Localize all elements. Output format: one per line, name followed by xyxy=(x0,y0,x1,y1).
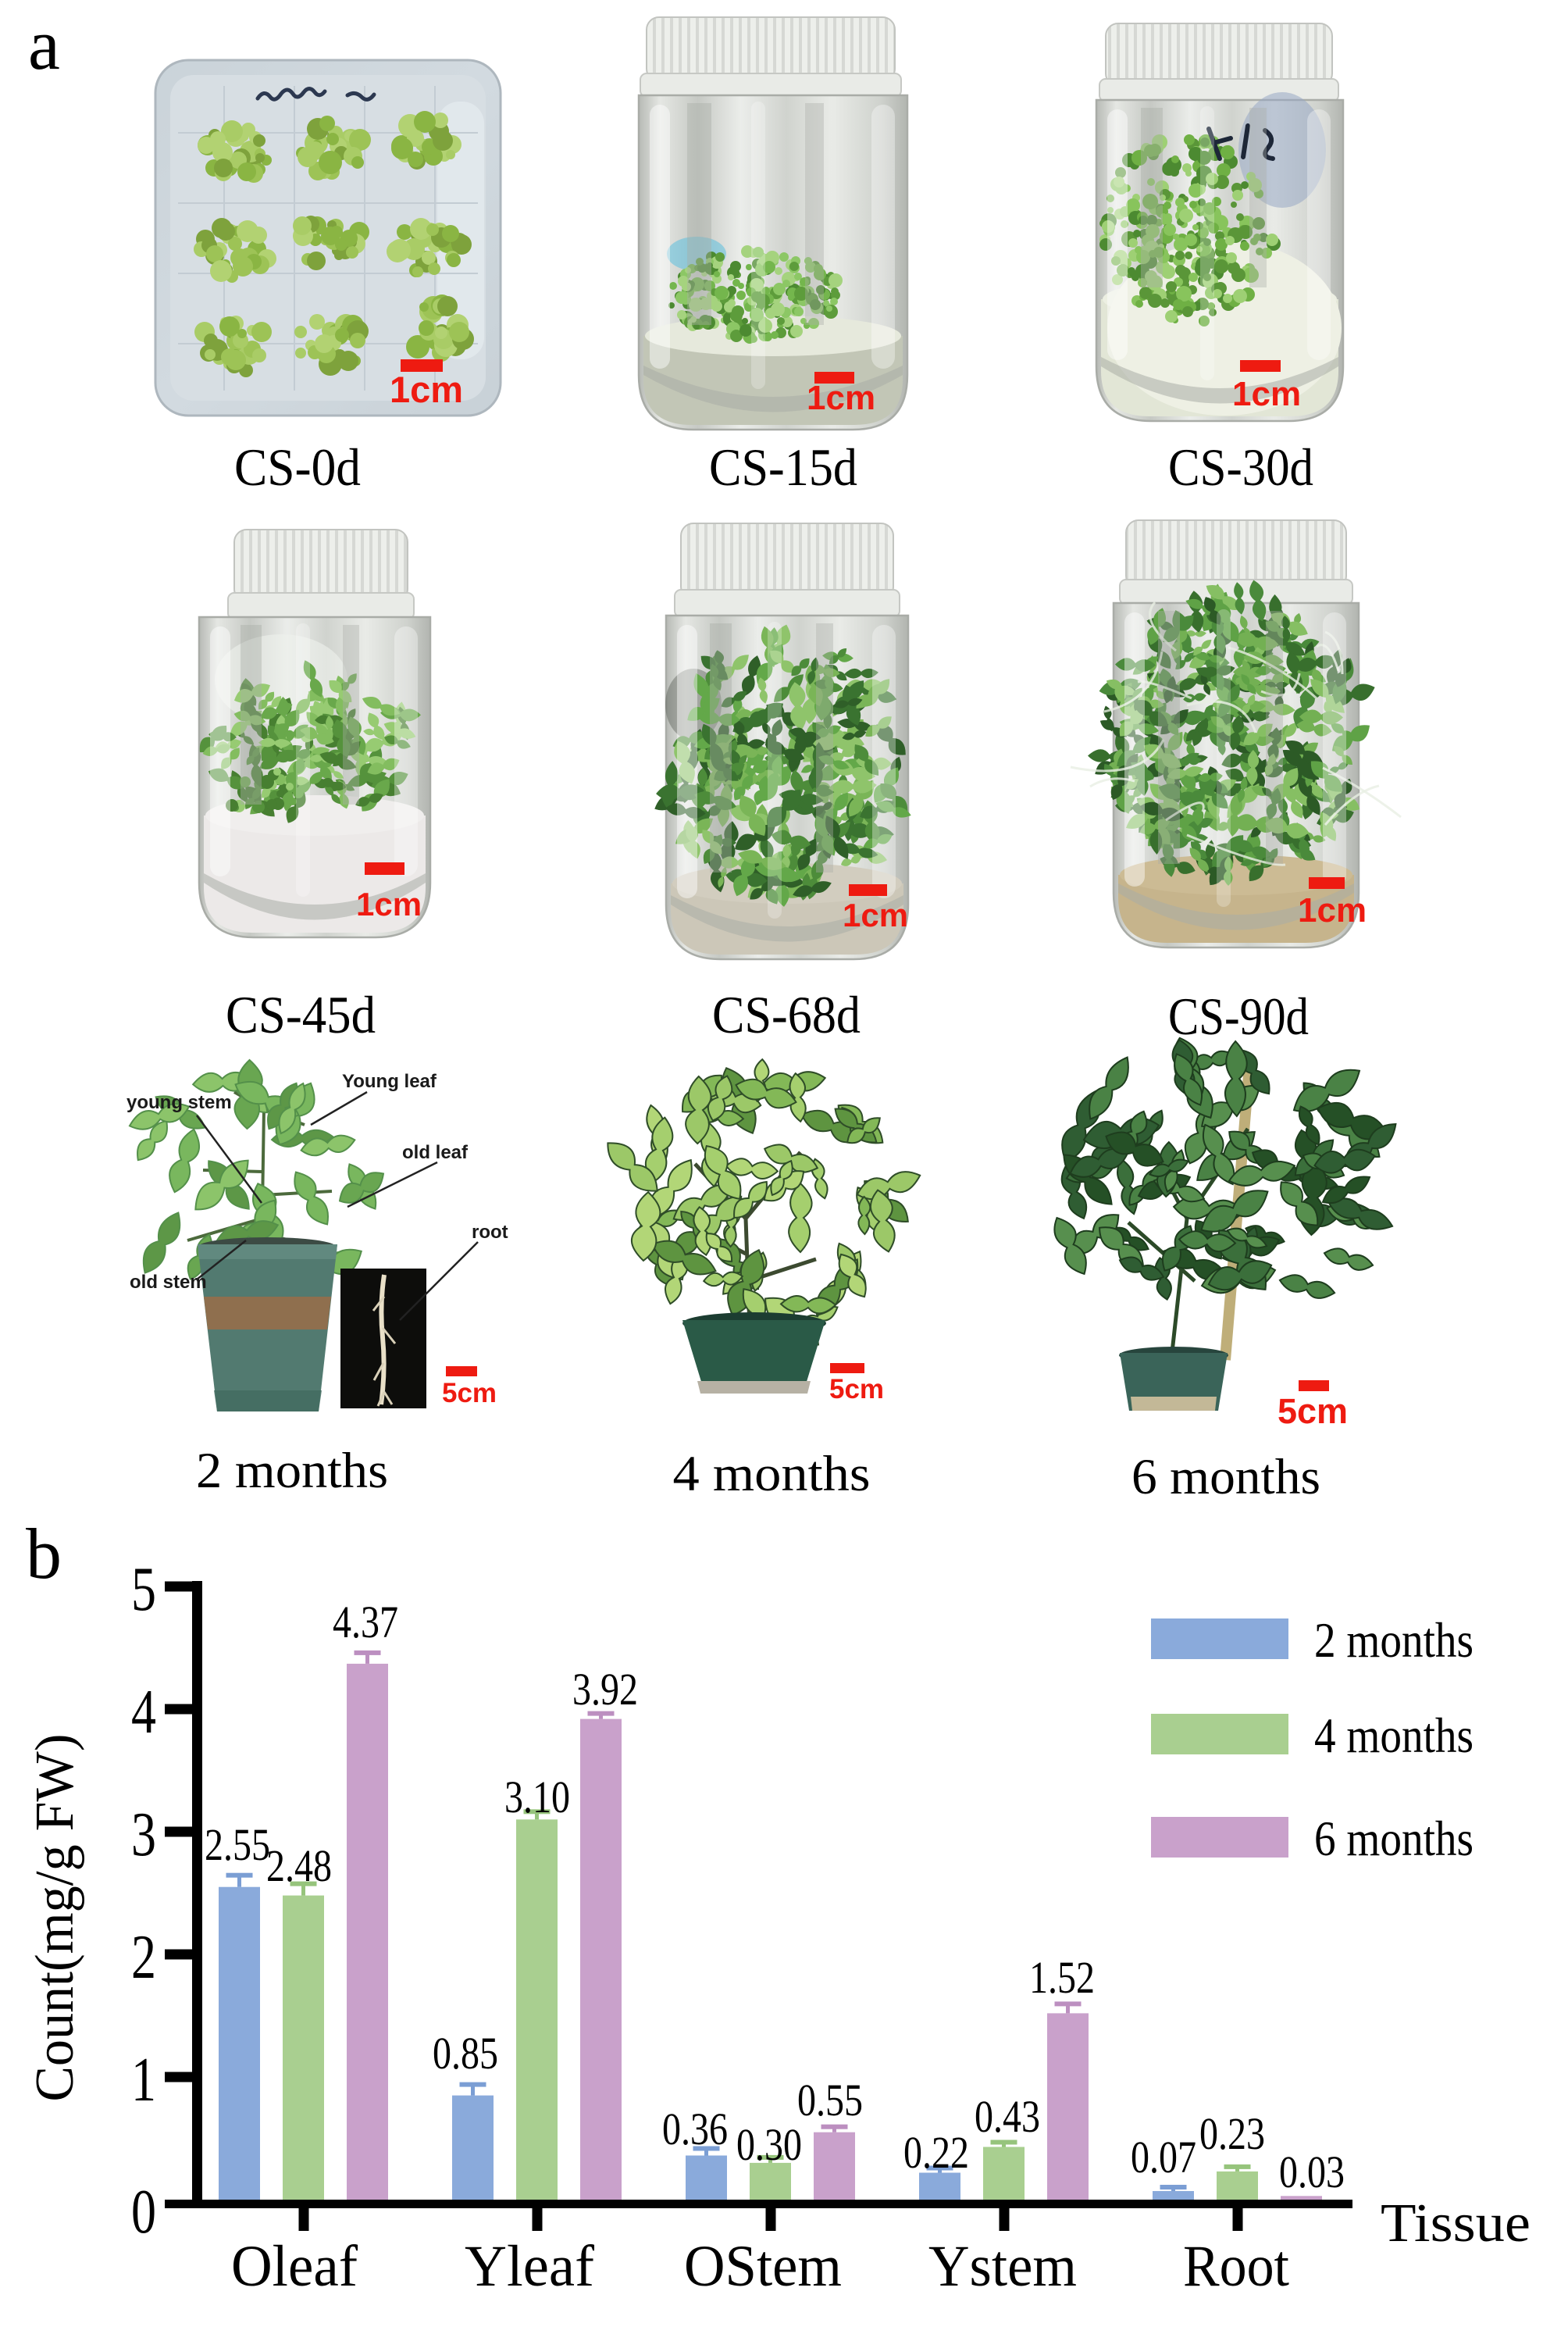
svg-text:CS-90d: CS-90d xyxy=(1168,987,1309,1046)
svg-text:Ystem: Ystem xyxy=(928,2234,1077,2299)
svg-text:0.36: 0.36 xyxy=(662,2104,728,2154)
svg-text:Yleaf: Yleaf xyxy=(465,2234,594,2299)
svg-text:old leaf: old leaf xyxy=(402,1142,469,1163)
svg-text:2.55: 2.55 xyxy=(205,1819,270,1870)
svg-text:4: 4 xyxy=(131,1678,156,1747)
svg-text:CS-0d: CS-0d xyxy=(234,437,361,497)
svg-text:1cm: 1cm xyxy=(390,369,463,410)
svg-text:Young leaf: Young leaf xyxy=(342,1071,437,1092)
svg-text:old stem: old stem xyxy=(130,1272,207,1293)
svg-text:1: 1 xyxy=(131,2046,156,2115)
svg-text:0.22: 0.22 xyxy=(903,2127,969,2178)
svg-text:0: 0 xyxy=(131,2178,156,2247)
svg-text:5: 5 xyxy=(131,1555,156,1624)
svg-text:Oleaf: Oleaf xyxy=(231,2234,358,2299)
svg-text:0.55: 0.55 xyxy=(797,2075,863,2125)
svg-text:5cm: 5cm xyxy=(829,1374,884,1404)
svg-text:5cm: 5cm xyxy=(1278,1391,1348,1431)
svg-text:0.30: 0.30 xyxy=(736,2119,802,2170)
svg-text:1cm: 1cm xyxy=(843,897,908,933)
svg-text:root: root xyxy=(472,1222,508,1243)
svg-text:4 months: 4 months xyxy=(1314,1708,1474,1763)
svg-text:young stem: young stem xyxy=(127,1092,232,1113)
svg-text:CS-15d: CS-15d xyxy=(709,437,857,497)
svg-text:4 months: 4 months xyxy=(673,1446,871,1502)
svg-text:6 months: 6 months xyxy=(1314,1811,1474,1866)
svg-text:Count(mg/g FW): Count(mg/g FW) xyxy=(25,1734,85,2102)
svg-text:0.23: 0.23 xyxy=(1199,2108,1265,2159)
svg-text:0.03: 0.03 xyxy=(1279,2147,1345,2197)
svg-text:Tissue: Tissue xyxy=(1381,2193,1531,2254)
svg-text:6 months: 6 months xyxy=(1131,1449,1320,1505)
svg-text:0.85: 0.85 xyxy=(433,2028,498,2079)
svg-text:0.43: 0.43 xyxy=(975,2091,1040,2142)
svg-text:2.48: 2.48 xyxy=(266,1840,332,1891)
svg-text:3.10: 3.10 xyxy=(504,1772,570,1822)
svg-text:1cm: 1cm xyxy=(807,379,875,417)
svg-text:1.52: 1.52 xyxy=(1029,1952,1095,2003)
svg-text:2 months: 2 months xyxy=(1314,1612,1474,1668)
svg-text:2: 2 xyxy=(131,1923,156,1992)
svg-text:CS-45d: CS-45d xyxy=(226,985,376,1044)
svg-text:a: a xyxy=(28,5,60,84)
svg-text:CS-68d: CS-68d xyxy=(712,985,861,1044)
svg-text:4.37: 4.37 xyxy=(333,1597,398,1647)
svg-text:1cm: 1cm xyxy=(356,886,422,923)
svg-text:1cm: 1cm xyxy=(1232,375,1301,413)
svg-text:OStem: OStem xyxy=(684,2234,842,2299)
svg-text:CS-30d: CS-30d xyxy=(1168,437,1313,497)
svg-text:3.92: 3.92 xyxy=(572,1664,638,1715)
svg-text:b: b xyxy=(26,1514,62,1593)
svg-text:Root: Root xyxy=(1183,2234,1289,2299)
svg-text:2 months: 2 months xyxy=(196,1443,388,1499)
svg-text:3: 3 xyxy=(131,1800,156,1869)
svg-text:5cm: 5cm xyxy=(442,1378,497,1408)
svg-text:0.07: 0.07 xyxy=(1131,2132,1196,2182)
svg-text:1cm: 1cm xyxy=(1298,891,1367,930)
